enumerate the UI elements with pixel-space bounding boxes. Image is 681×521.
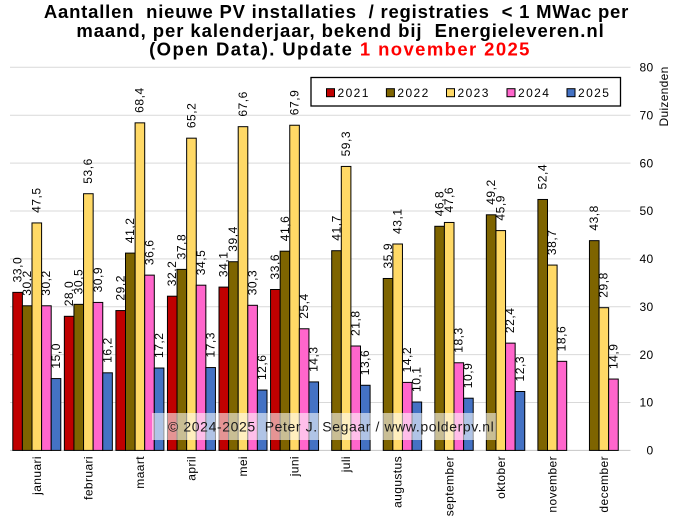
svg-text:49,2: 49,2 <box>484 179 498 205</box>
svg-text:17,2: 17,2 <box>152 332 166 358</box>
svg-text:30,3: 30,3 <box>245 270 259 296</box>
svg-text:45,9: 45,9 <box>494 195 508 221</box>
svg-text:16,2: 16,2 <box>100 337 114 363</box>
svg-text:21,8: 21,8 <box>349 310 363 336</box>
svg-text:april: april <box>185 456 199 481</box>
svg-text:32,2: 32,2 <box>165 261 179 287</box>
svg-text:25,4: 25,4 <box>297 293 311 319</box>
svg-text:41,6: 41,6 <box>278 216 292 242</box>
svg-text:12,6: 12,6 <box>255 354 269 380</box>
svg-text:20: 20 <box>640 348 654 362</box>
svg-text:17,3: 17,3 <box>203 332 217 358</box>
svg-text:10: 10 <box>640 396 654 410</box>
svg-text:36,6: 36,6 <box>142 240 156 266</box>
svg-text:59,3: 59,3 <box>339 131 353 157</box>
svg-text:39,4: 39,4 <box>226 226 240 252</box>
svg-text:68,4: 68,4 <box>133 87 147 113</box>
svg-text:2022: 2022 <box>397 86 429 100</box>
svg-text:43,1: 43,1 <box>390 208 404 234</box>
svg-text:18,6: 18,6 <box>555 326 569 352</box>
svg-text:38,7: 38,7 <box>545 230 559 256</box>
svg-text:30,2: 30,2 <box>39 270 53 296</box>
svg-text:34,1: 34,1 <box>217 252 231 278</box>
svg-text:46,8: 46,8 <box>432 191 446 217</box>
svg-text:juni: juni <box>288 456 302 477</box>
svg-text:30,2: 30,2 <box>20 270 34 296</box>
svg-text:70: 70 <box>640 108 654 122</box>
svg-text:50: 50 <box>640 204 654 218</box>
svg-text:september: september <box>442 456 456 516</box>
svg-text:maart: maart <box>133 456 147 489</box>
svg-text:0: 0 <box>647 444 654 458</box>
svg-text:28,0: 28,0 <box>62 281 76 307</box>
svg-text:41,7: 41,7 <box>329 215 343 241</box>
svg-text:33,0: 33,0 <box>10 257 24 283</box>
svg-text:2025: 2025 <box>578 86 610 100</box>
svg-text:oktober: oktober <box>494 456 508 499</box>
svg-text:Duizenden: Duizenden <box>657 66 671 126</box>
svg-text:60: 60 <box>640 156 654 170</box>
svg-text:14,9: 14,9 <box>606 343 620 369</box>
svg-text:35,9: 35,9 <box>381 243 395 269</box>
svg-text:november: november <box>545 456 559 513</box>
svg-text:juli: juli <box>339 456 353 473</box>
svg-text:18,3: 18,3 <box>452 327 466 353</box>
svg-text:februari: februari <box>81 456 95 500</box>
svg-text:12,3: 12,3 <box>513 356 527 382</box>
svg-text:47,6: 47,6 <box>442 187 456 213</box>
svg-text:41,2: 41,2 <box>123 218 137 244</box>
svg-text:2024: 2024 <box>518 86 550 100</box>
svg-text:10,1: 10,1 <box>410 366 424 392</box>
svg-text:40: 40 <box>640 252 654 266</box>
svg-text:2023: 2023 <box>458 86 490 100</box>
svg-text:52,4: 52,4 <box>536 164 550 190</box>
svg-text:30: 30 <box>640 300 654 314</box>
svg-text:33,6: 33,6 <box>268 254 282 280</box>
svg-text:15,0: 15,0 <box>49 343 63 369</box>
svg-text:29,8: 29,8 <box>597 272 611 298</box>
svg-text:december: december <box>597 456 611 513</box>
svg-text:65,2: 65,2 <box>184 103 198 129</box>
svg-text:augustus: augustus <box>391 456 405 508</box>
svg-text:(Open Data). Update 1 november: (Open Data). Update 1 november 2025 <box>149 39 531 60</box>
svg-text:Aantallen nieuwe PV installat: Aantallen nieuwe PV installaties / regis… <box>44 1 629 22</box>
svg-text:14,3: 14,3 <box>307 346 321 372</box>
svg-text:30,9: 30,9 <box>91 267 105 293</box>
svg-text:53,6: 53,6 <box>81 158 95 184</box>
svg-text:januari: januari <box>30 456 44 496</box>
svg-text:37,8: 37,8 <box>175 234 189 260</box>
svg-text:67,6: 67,6 <box>236 91 250 117</box>
svg-text:47,5: 47,5 <box>30 187 44 213</box>
svg-text:80: 80 <box>640 61 654 75</box>
svg-text:maand, per kalenderjaar, beken: maand, per kalenderjaar, bekend bij Ener… <box>76 20 604 41</box>
svg-text:67,9: 67,9 <box>287 90 301 116</box>
svg-text:14,2: 14,2 <box>400 347 414 373</box>
svg-text:43,8: 43,8 <box>587 205 601 231</box>
svg-text:29,2: 29,2 <box>114 275 128 301</box>
svg-text:34,5: 34,5 <box>194 250 208 276</box>
svg-text:30,5: 30,5 <box>72 269 86 295</box>
svg-text:mei: mei <box>236 456 250 477</box>
svg-text:2021: 2021 <box>338 86 370 100</box>
svg-text:10,9: 10,9 <box>461 363 475 389</box>
svg-text:© 2024-2025 Peter J. Segaar /: © 2024-2025 Peter J. Segaar / www.polder… <box>168 419 494 435</box>
svg-text:13,6: 13,6 <box>358 350 372 376</box>
svg-text:22,4: 22,4 <box>503 308 517 334</box>
